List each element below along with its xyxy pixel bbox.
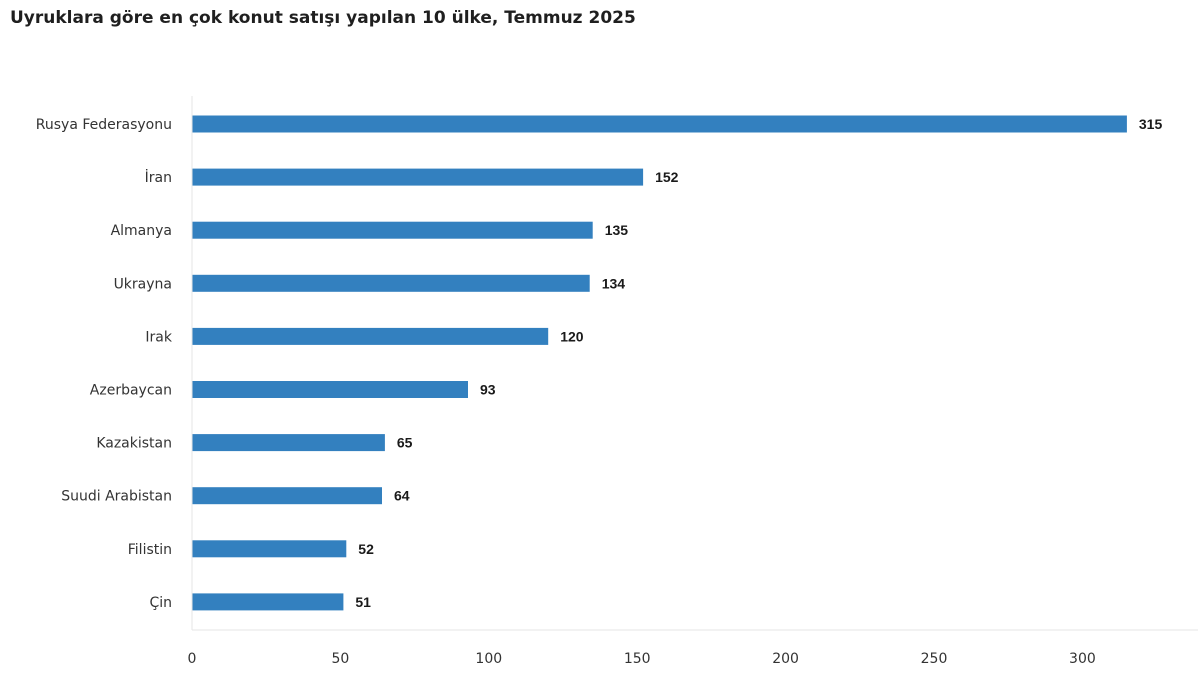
bar-filistin [192,540,347,558]
bar-azerbaycan [192,381,468,398]
labels-layer: Rusya Federasyonu 315 İran 152 Almanya 135 Ukr… [36,116,1163,611]
x-tick-label-50: 50 [331,651,349,667]
data-label-almanya: 135 [605,222,629,238]
bars-layer [192,115,1127,611]
data-label-kazakistan: 65 [397,435,413,451]
category-label-ukrayna: Ukrayna [114,276,172,292]
bar-irak [192,327,549,345]
bar-cin [192,593,344,611]
x-tick-label-250: 250 [921,651,948,667]
chart-title: Uyruklara göre en çok konut satışı yapıl… [10,8,636,28]
bar-rusya-federasyonu [192,115,1127,133]
x-tick-label-300: 300 [1069,651,1096,667]
bar-suudi-arabistan [192,487,382,505]
x-tick-label-100: 100 [475,651,502,667]
category-label-cin: Çin [149,595,172,611]
x-tick-label-150: 150 [624,651,651,667]
bar-almanya [192,221,593,239]
data-label-irak: 120 [560,328,584,344]
category-label-rusya-federasyonu: Rusya Federasyonu [36,117,172,133]
data-label-rusya-federasyonu: 315 [1139,116,1163,132]
data-label-suudi-arabistan: 64 [394,488,410,504]
category-label-filistin: Filistin [128,542,172,558]
x-tick-label-200: 200 [772,651,799,667]
category-label-kazakistan: Kazakistan [96,436,172,452]
bar-kazakistan [192,434,385,452]
x-tick-label-0: 0 [188,651,197,667]
category-label-azerbaycan: Azerbaycan [90,383,172,399]
data-label-cin: 51 [355,594,371,610]
x-axis-ticks: 0 50 100 150 200 250 300 [188,651,1096,667]
data-label-ukrayna: 134 [602,275,626,291]
category-label-iran: İran [145,168,172,186]
bar-iran [192,168,644,186]
category-label-irak: Irak [145,329,172,345]
category-label-almanya: Almanya [111,223,172,239]
bar-ukrayna [192,274,590,292]
data-label-filistin: 52 [358,541,374,557]
data-label-iran: 152 [655,169,679,185]
category-label-suudi-arabistan: Suudi Arabistan [61,489,172,505]
data-label-azerbaycan: 93 [480,382,496,398]
